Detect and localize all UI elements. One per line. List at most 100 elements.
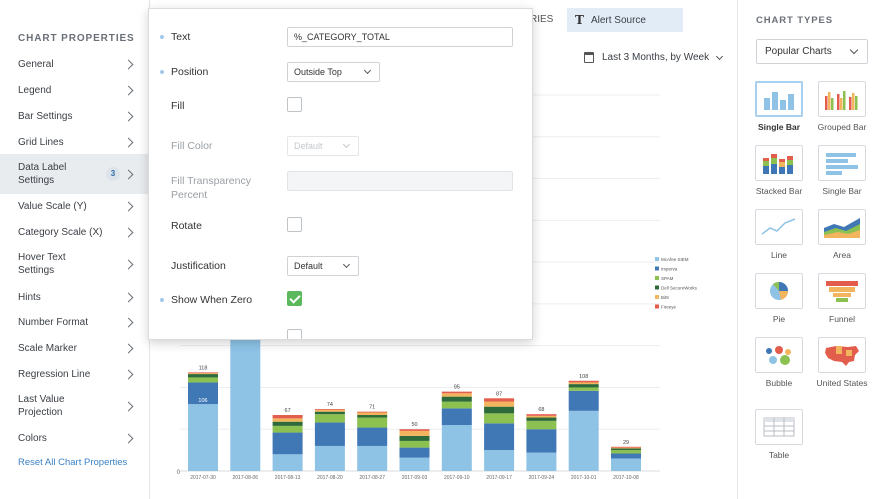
bar-segment: [568, 384, 599, 388]
partial-checkbox[interactable]: [287, 329, 302, 339]
series-tab-partial[interactable]: RIES: [530, 14, 554, 25]
sidebar-item-label: Scale Marker: [18, 342, 77, 354]
bar-segment: [188, 374, 218, 378]
chart-type-grouped-bar[interactable]: Grouped Bar: [816, 81, 868, 132]
sidebar-item-colors[interactable]: Colors: [0, 431, 150, 445]
y-tick-label: 0: [177, 470, 181, 476]
bar-segment: [484, 401, 515, 407]
bar-segment: [314, 409, 345, 411]
fill-checkbox[interactable]: [287, 97, 302, 112]
chart-type-label: Single Bar: [822, 186, 862, 196]
chart-type-line[interactable]: Line: [753, 209, 805, 260]
bar-segment: [526, 429, 557, 453]
bar-segment: [272, 432, 303, 455]
chart-type-bubble[interactable]: Bubble: [753, 337, 805, 388]
chart-category-dropdown[interactable]: Popular Charts: [756, 39, 868, 64]
chart-type-thumb: [818, 209, 866, 245]
bar-inner-label: 106: [198, 398, 207, 404]
modified-indicator-dot: [160, 70, 164, 74]
chart-type-stacked-bar[interactable]: Stacked Bar: [753, 145, 805, 196]
fill-color-select[interactable]: Default: [287, 136, 359, 156]
bar-segment: [357, 415, 388, 418]
x-tick-label: 2017-09-10: [444, 475, 470, 481]
sidebar-item-number-format[interactable]: Number Format: [0, 315, 150, 329]
chart-properties-sidebar: CHART PROPERTIES General Legend Bar Sett…: [0, 0, 150, 499]
fill-label: Fill: [171, 100, 185, 112]
bar-segment: [272, 418, 303, 422]
sidebar-item-label: Hints: [18, 291, 41, 303]
show-when-zero-checkbox[interactable]: [287, 291, 302, 306]
data-label-settings-popup: Text %_CATEGORY_TOTAL Position Outside T…: [148, 8, 533, 340]
line-chart-icon: [761, 218, 796, 235]
sidebar-item-grid-lines[interactable]: Grid Lines: [0, 135, 150, 149]
sidebar-item-hover-text-settings[interactable]: Hover Text Settings: [0, 250, 150, 278]
chart-type-single-bar[interactable]: Single Bar: [753, 81, 805, 132]
bar-segment: [399, 435, 430, 441]
sidebar-item-label: Value Scale (Y): [18, 200, 87, 212]
bar-segment: [357, 445, 388, 471]
bar-total-label: 67: [285, 408, 291, 414]
bar-total-label: 108: [579, 374, 588, 380]
chart-type-thumb: [818, 273, 866, 309]
date-range-label: Last 3 Months, by Week: [602, 52, 710, 63]
modified-indicator-dot: [160, 35, 164, 39]
bar-segment: [568, 387, 599, 391]
sidebar-item-category-scale[interactable]: Category Scale (X): [0, 225, 150, 239]
sidebar-item-hints[interactable]: Hints: [0, 290, 150, 304]
legend-entry: SPAM: [661, 276, 674, 281]
bar-segment: [314, 414, 345, 423]
chart-type-pie[interactable]: Pie: [753, 273, 805, 324]
text-type-icon: T: [575, 13, 584, 27]
date-range-selector[interactable]: Last 3 Months, by Week: [584, 52, 724, 63]
chart-type-label: Line: [770, 250, 788, 260]
bar-segment: [441, 393, 472, 397]
chart-type-area[interactable]: Area: [816, 209, 868, 260]
rotate-checkbox[interactable]: [287, 217, 302, 232]
sidebar-item-label: Data Label Settings: [18, 162, 67, 186]
bar-total-label: 118: [199, 365, 208, 371]
sidebar-item-last-value-projection[interactable]: Last Value Projection: [0, 392, 150, 420]
pie-chart-icon: [770, 281, 789, 300]
bar-segment: [484, 450, 515, 471]
chevron-right-icon: [123, 169, 134, 179]
chart-type-thumb: [818, 145, 866, 181]
legend-entry: Dell SecureWorks: [661, 286, 698, 291]
bar-segment: [441, 425, 472, 471]
x-tick-label: 2017-08-20: [317, 475, 343, 481]
bar-segment: [484, 413, 515, 424]
sidebar-item-label: Category Scale (X): [18, 226, 103, 238]
bar-segment: [484, 406, 515, 414]
sidebar-item-bar-settings[interactable]: Bar Settings: [0, 109, 150, 123]
chart-type-funnel[interactable]: Funnel: [816, 273, 868, 324]
chart-type-table[interactable]: Table: [753, 409, 805, 460]
justification-select-value: Default: [294, 261, 323, 271]
bar-total-label: 87: [496, 391, 502, 397]
fill-transparency-input[interactable]: [287, 171, 513, 191]
alert-source-chip[interactable]: T Alert Source: [567, 8, 683, 32]
sidebar-item-general[interactable]: General: [0, 57, 150, 71]
position-select-value: Outside Top: [294, 67, 342, 77]
position-select[interactable]: Outside Top: [287, 62, 380, 82]
bar-segment: [611, 446, 641, 448]
reset-all-link[interactable]: Reset All Chart Properties: [18, 457, 128, 468]
sidebar-item-regression-line[interactable]: Regression Line: [0, 367, 150, 381]
bar-segment: [526, 417, 557, 421]
sidebar-item-data-label-settings[interactable]: Data Label Settings 3: [0, 154, 150, 194]
justification-select[interactable]: Default: [287, 256, 359, 276]
legend-entry: Fireeye: [661, 305, 677, 310]
justification-label: Justification: [171, 260, 226, 272]
chart-type-horizontal-bar[interactable]: Single Bar: [816, 145, 868, 196]
funnel-chart-icon: [826, 281, 858, 302]
bar-segment: [399, 429, 430, 431]
label-text-input[interactable]: %_CATEGORY_TOTAL: [287, 27, 513, 47]
sidebar-item-scale-marker[interactable]: Scale Marker: [0, 341, 150, 355]
chart-type-label: United States: [816, 378, 868, 388]
sidebar-item-value-scale[interactable]: Value Scale (Y): [0, 199, 150, 213]
chart-type-us-map[interactable]: United States: [816, 337, 868, 388]
bar-segment: [314, 445, 345, 471]
sidebar-item-legend[interactable]: Legend: [0, 83, 150, 97]
bar-segment: [272, 421, 303, 426]
bar-segment: [568, 382, 599, 385]
bar-segment: [611, 458, 641, 471]
